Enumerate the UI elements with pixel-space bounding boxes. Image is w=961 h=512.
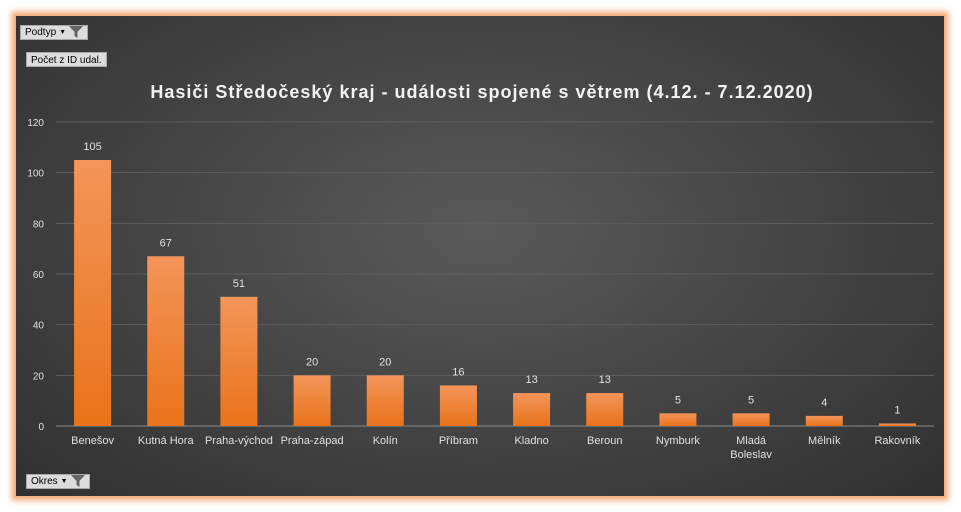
x-tick-label: Kolín — [373, 435, 398, 447]
x-tick-label: Praha-západ — [281, 435, 344, 447]
data-label: 4 — [821, 397, 827, 409]
y-tick-label: 20 — [33, 371, 45, 382]
data-label: 16 — [452, 366, 464, 378]
bar[interactable] — [732, 413, 770, 426]
funnel-filter-icon — [70, 475, 85, 487]
chart-title: Hasiči Středočeský kraj - události spoje… — [150, 82, 814, 102]
bar[interactable] — [293, 375, 331, 426]
data-label: 20 — [379, 356, 391, 368]
y-tick-label: 100 — [27, 169, 44, 180]
x-tick-label: Mladá Boleslav — [730, 435, 772, 461]
subtype-filter-button[interactable]: Podtyp ▼ — [20, 25, 89, 40]
x-tick-label: Kladno — [514, 435, 548, 447]
x-tick-label: Benešov — [71, 435, 114, 447]
y-tick-label: 80 — [33, 219, 45, 230]
value-field-label: Počet z ID udal. — [31, 55, 102, 66]
y-tick-label: 60 — [33, 270, 45, 281]
y-tick-label: 0 — [38, 422, 44, 433]
value-field-button[interactable]: Počet z ID udal. — [26, 52, 107, 67]
data-label: 51 — [233, 278, 245, 290]
data-label: 5 — [675, 394, 681, 406]
data-label: 67 — [160, 237, 172, 249]
chart-frame: Podtyp ▼ Počet z ID udal. Hasiči Středoč… — [14, 14, 946, 498]
bar[interactable] — [147, 256, 185, 426]
data-label: 105 — [83, 141, 101, 153]
y-tick-label: 120 — [27, 118, 44, 129]
data-label: 1 — [894, 404, 900, 416]
x-tick-label: Beroun — [587, 435, 622, 447]
bar[interactable] — [439, 385, 477, 426]
axis-field-filter-button[interactable]: Okres ▼ — [26, 474, 90, 489]
y-tick-label: 40 — [33, 321, 45, 332]
x-tick-label: Mělník — [808, 435, 841, 447]
dropdown-arrow-icon: ▼ — [59, 29, 67, 36]
bar[interactable] — [513, 393, 551, 426]
x-tick-label: Kutná Hora — [138, 435, 195, 447]
axis-field-label: Okres — [31, 476, 58, 487]
bar[interactable] — [586, 393, 624, 426]
x-tick-label: Praha-východ — [205, 435, 273, 447]
x-tick-label: Rakovník — [874, 435, 920, 447]
data-label: 13 — [525, 374, 537, 386]
data-label: 20 — [306, 356, 318, 368]
bar[interactable] — [659, 413, 697, 426]
bar[interactable] — [74, 160, 112, 426]
subtype-filter-label: Podtyp — [25, 27, 57, 38]
bar[interactable] — [878, 423, 916, 426]
data-label: 13 — [599, 374, 611, 386]
x-tick-label: Příbram — [439, 435, 478, 447]
bar[interactable] — [220, 296, 258, 426]
bar[interactable] — [805, 415, 843, 426]
dropdown-arrow-icon: ▼ — [60, 478, 68, 485]
bar[interactable] — [366, 375, 404, 426]
funnel-filter-icon — [69, 26, 84, 38]
x-tick-label: Nymburk — [656, 435, 701, 447]
data-label: 5 — [748, 394, 754, 406]
